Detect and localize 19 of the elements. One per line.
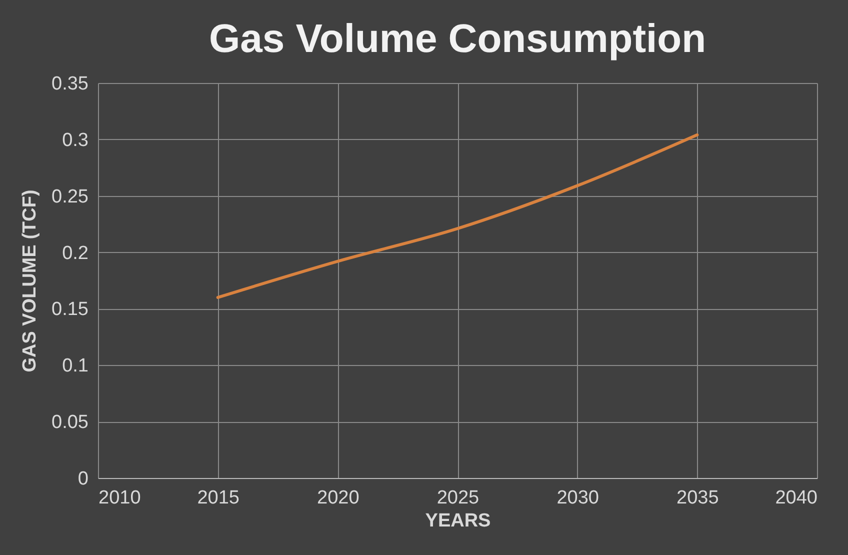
line-series [216,133,699,299]
y-tick-label: 0.3 [62,130,88,151]
chart-title: Gas Volume Consumption [208,17,706,61]
x-tick-label: 2035 [676,488,719,508]
x-tick-label: 2030 [556,488,599,508]
y-tick-label: 0.35 [52,74,88,94]
y-axis-title: GAS VOLUME (TCF) [20,190,41,372]
x-tick-label: 2025 [436,488,480,508]
x-tick-label: 2020 [317,488,360,508]
y-tick-label: 0.2 [62,242,88,264]
x-tick-label: 2015 [197,488,240,508]
y-tick-label: 0.05 [52,412,88,434]
x-tick-label: 2010 [98,488,141,508]
y-tick-label: 0 [78,468,88,490]
y-tick-label: 0.1 [62,356,88,377]
x-tick-label: 2040 [775,488,818,508]
x-axis-title: YEARS [425,510,491,532]
y-tick-label: 0.15 [52,299,88,320]
y-tick-label: 0.25 [52,186,88,208]
